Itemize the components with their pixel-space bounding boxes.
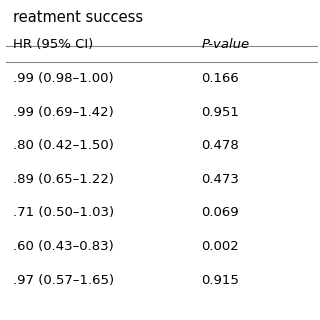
Text: 0.069: 0.069 xyxy=(202,206,239,220)
Text: .80 (0.42–1.50): .80 (0.42–1.50) xyxy=(13,139,114,152)
Text: .89 (0.65–1.22): .89 (0.65–1.22) xyxy=(13,173,114,186)
Text: 0.473: 0.473 xyxy=(202,173,239,186)
Text: 0.166: 0.166 xyxy=(202,72,239,85)
Text: 0.002: 0.002 xyxy=(202,240,239,253)
Text: 0.478: 0.478 xyxy=(202,139,239,152)
Text: reatment success: reatment success xyxy=(13,10,143,25)
Text: .99 (0.98–1.00): .99 (0.98–1.00) xyxy=(13,72,113,85)
Text: 0.915: 0.915 xyxy=(202,274,239,287)
Text: P-value: P-value xyxy=(202,38,250,52)
Text: .97 (0.57–1.65): .97 (0.57–1.65) xyxy=(13,274,114,287)
Text: 0.951: 0.951 xyxy=(202,106,239,119)
Text: .71 (0.50–1.03): .71 (0.50–1.03) xyxy=(13,206,114,220)
Text: .99 (0.69–1.42): .99 (0.69–1.42) xyxy=(13,106,114,119)
Text: HR (95% CI): HR (95% CI) xyxy=(13,38,93,52)
Text: .60 (0.43–0.83): .60 (0.43–0.83) xyxy=(13,240,114,253)
